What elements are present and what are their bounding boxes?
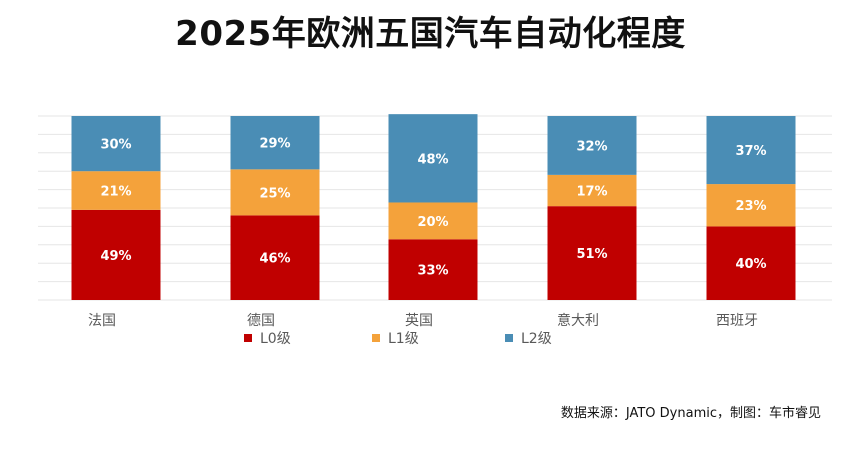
bar-segment [71, 116, 161, 172]
legend-label: L2级 [521, 331, 552, 347]
bar-segment [547, 206, 637, 300]
x-tick-label: 德国 [247, 313, 275, 329]
data-label: 40% [735, 257, 766, 272]
bar-segment [706, 226, 796, 300]
data-label: 20% [417, 215, 448, 230]
data-label: 49% [100, 249, 131, 264]
data-label: 46% [259, 252, 290, 267]
bar-segment [706, 116, 796, 185]
source-note: 数据来源：JATO Dynamic，制图：车市睿见 [560, 406, 821, 421]
legend-swatch [372, 334, 380, 342]
bar-segment [388, 202, 478, 240]
legend: L0级 L1级 L2级 [244, 331, 552, 347]
data-label: 32% [576, 139, 607, 154]
bars [71, 114, 796, 300]
bar-segment [230, 116, 320, 170]
data-label: 23% [735, 199, 766, 214]
data-label: 29% [259, 137, 290, 152]
bar-segment [230, 215, 320, 300]
data-label: 25% [259, 186, 290, 201]
x-tick-label: 法国 [88, 313, 116, 329]
x-tick-label: 英国 [405, 312, 433, 329]
bar-segment [706, 184, 796, 227]
bar-segment [388, 114, 478, 203]
data-labels: 49% 21% 30% 46% 25% 29% 33% 20% 48% 51% 17% 32% 40% 2… [100, 137, 766, 279]
x-tick-label: 意大利 [557, 312, 599, 329]
chart-title: 2025年欧洲五国汽车自动化程度 [175, 14, 686, 54]
x-tick-label: 西班牙 [716, 313, 758, 329]
data-label: 37% [735, 144, 766, 159]
bar-segment [230, 169, 320, 216]
data-label: 17% [576, 185, 607, 200]
data-label: 30% [100, 138, 131, 153]
bar-segment [547, 116, 637, 175]
legend-swatch [505, 334, 513, 342]
bar-segment [388, 239, 478, 300]
data-label: 51% [576, 247, 607, 262]
bar-segment [71, 171, 161, 210]
bar-segment [71, 209, 161, 300]
data-label: 48% [417, 152, 448, 167]
x-axis-labels: 法国 德国 英国 意大利 西班牙 [88, 312, 758, 329]
data-label: 33% [417, 264, 448, 279]
legend-label: L0级 [260, 331, 291, 347]
data-label: 21% [100, 185, 131, 200]
bar-segment [547, 174, 637, 207]
legend-label: L1级 [388, 331, 419, 347]
legend-swatch [244, 334, 252, 342]
